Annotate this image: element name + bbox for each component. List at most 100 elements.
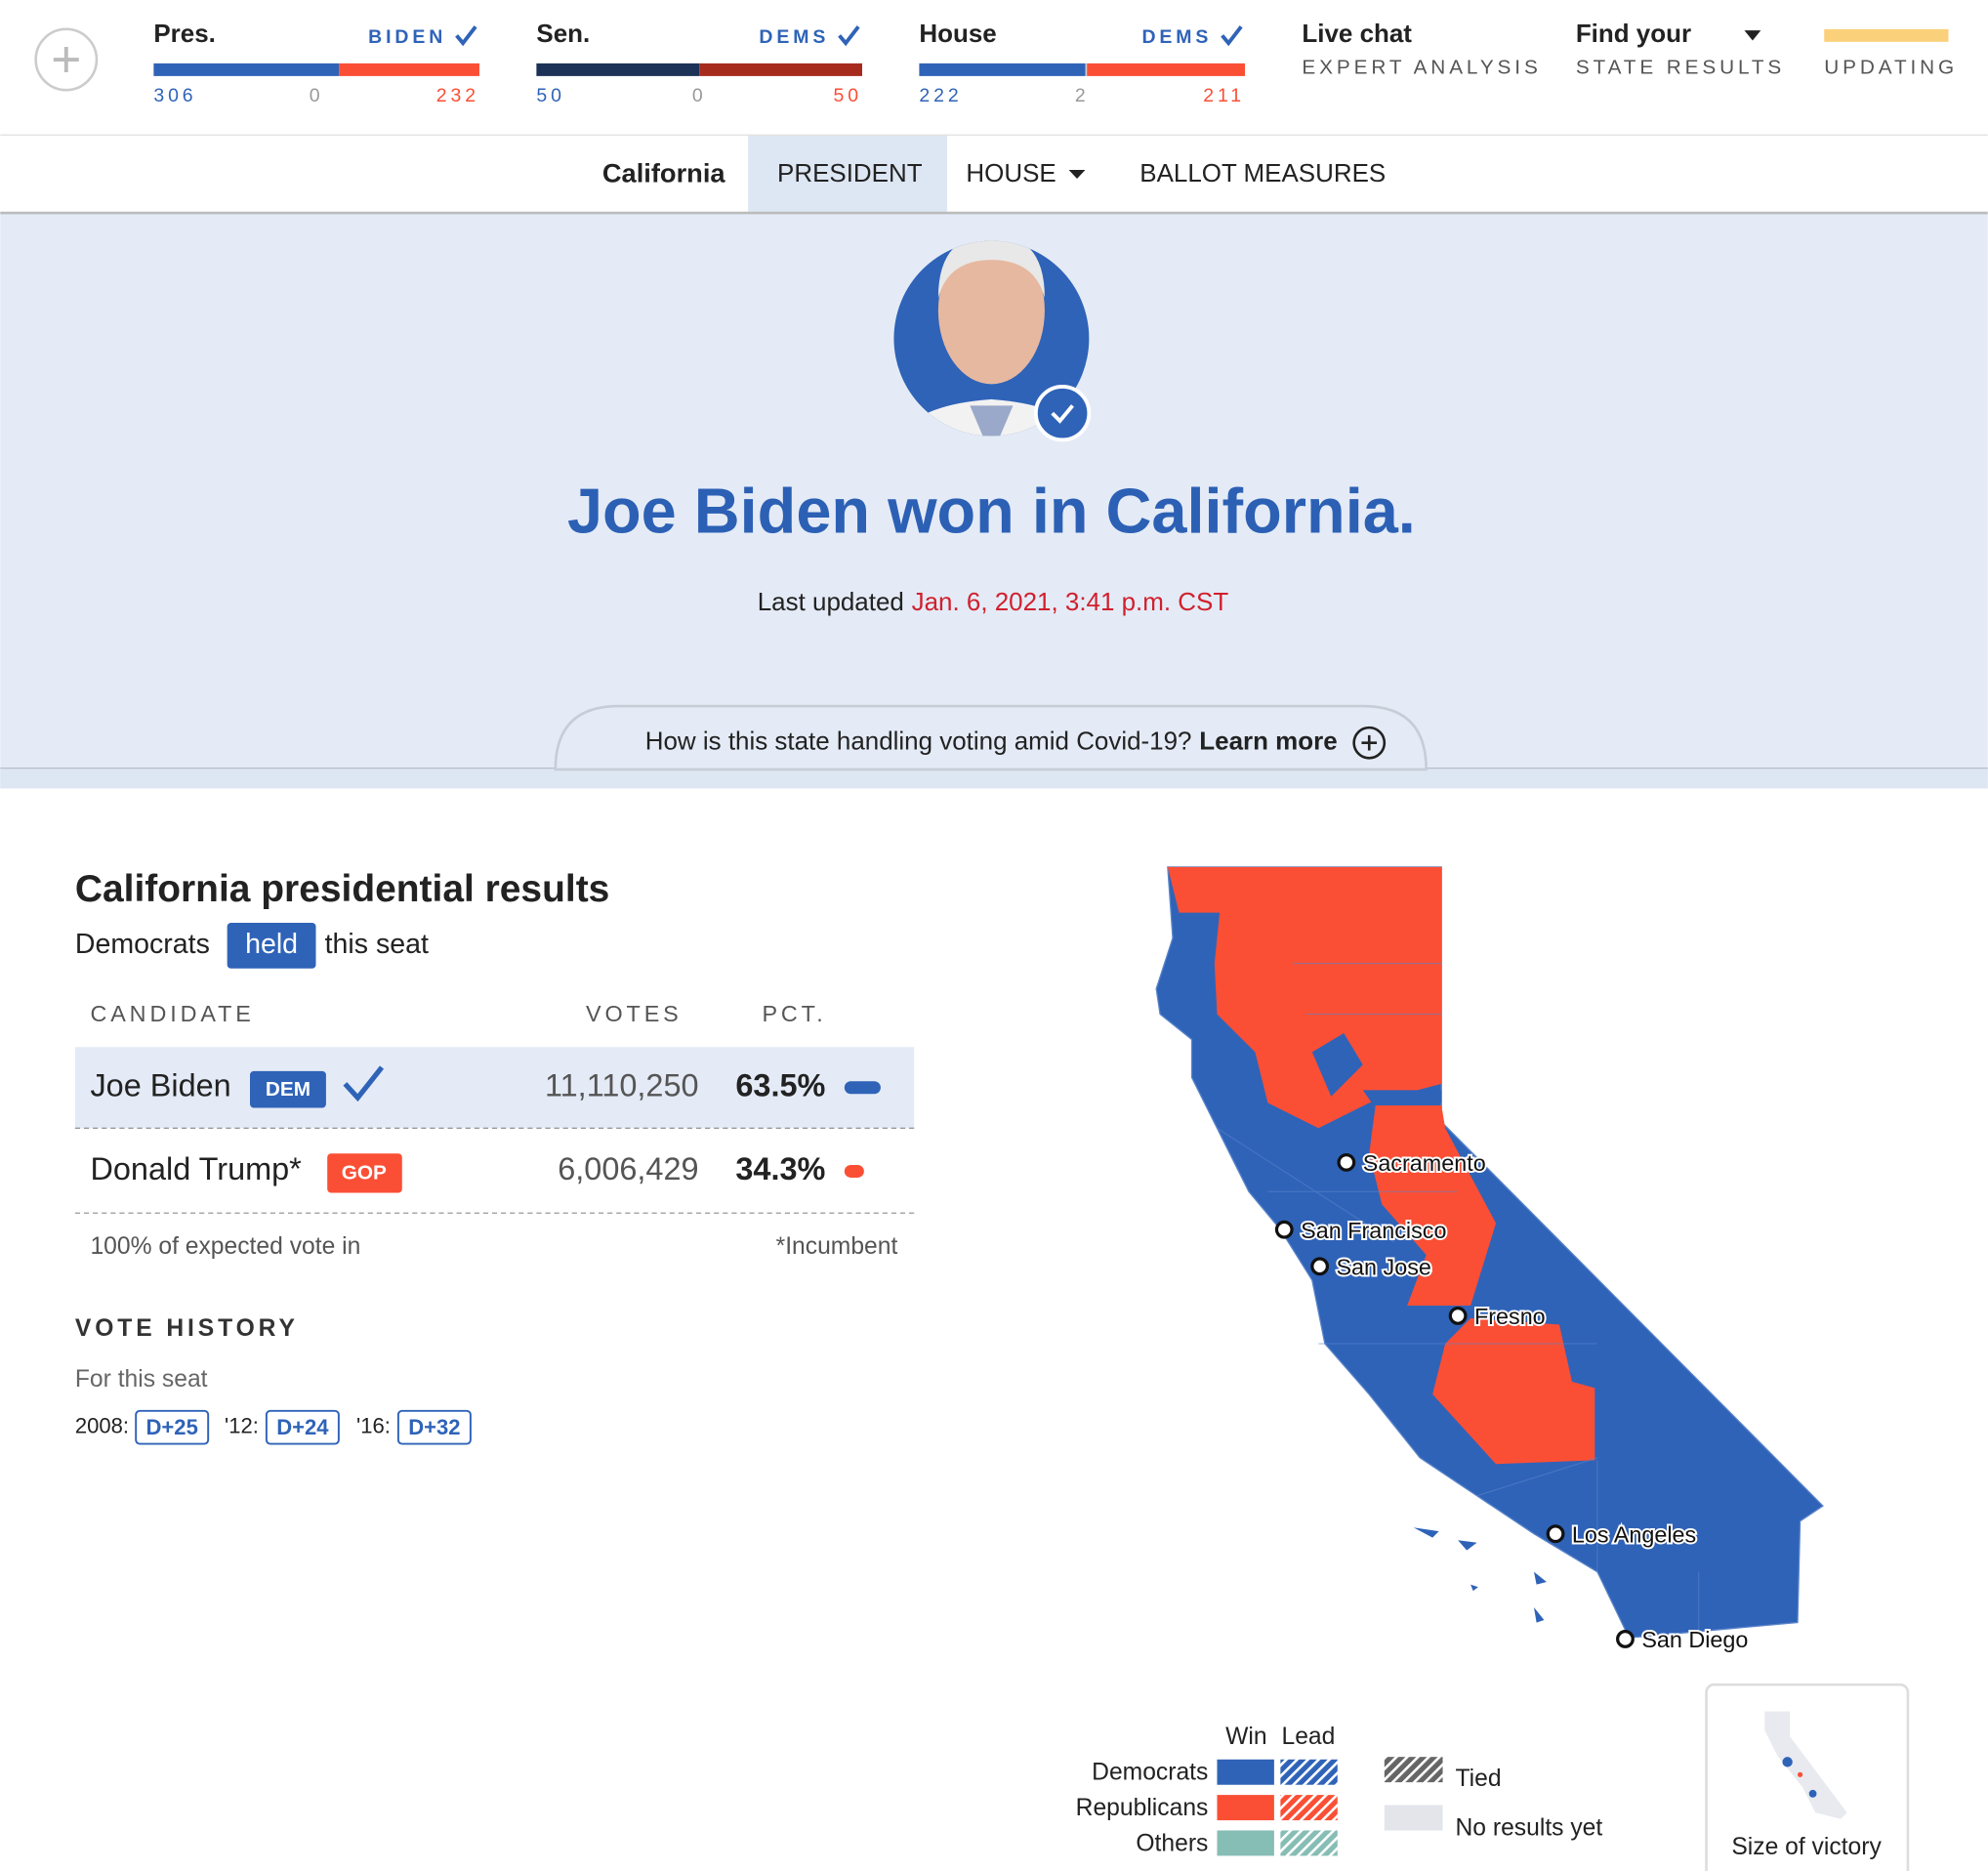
pct: 34.3% — [735, 1151, 825, 1186]
column-header: VOTES — [586, 1001, 683, 1026]
plus-icon — [1361, 734, 1378, 751]
win-swatch — [1217, 1830, 1274, 1856]
scoreboard: Pres. BIDEN 306 0 232 Sen. DEMS 50 0 50 House DEMS 2… — [153, 19, 1246, 106]
party-badge — [250, 1070, 326, 1108]
link-title[interactable]: Find your — [1576, 19, 1691, 48]
margin-box — [265, 1409, 340, 1445]
history-margin: D+24 — [276, 1415, 329, 1439]
seat-count: 232 — [436, 85, 479, 106]
seat-bar — [699, 62, 862, 76]
city-marker — [1337, 1152, 1356, 1172]
seat-bar — [919, 62, 1086, 76]
pct-bar — [844, 1164, 864, 1178]
winner-check — [1221, 25, 1243, 47]
race-label: Pres. — [153, 19, 216, 48]
mini-dot — [1808, 1789, 1817, 1798]
nav-state: California — [602, 157, 726, 187]
seat-count: 50 — [536, 85, 564, 106]
column-header: CANDIDATE — [90, 1001, 254, 1026]
seat-bar — [536, 62, 700, 76]
incumbent-note: *Incumbent — [776, 1233, 898, 1260]
votes: 11,110,250 — [545, 1067, 699, 1102]
seat-count: 2 — [1075, 85, 1090, 106]
history-margin: D+25 — [146, 1415, 198, 1439]
seat-bar — [1085, 62, 1088, 76]
race-winner: DEMS — [759, 26, 829, 48]
covid-question: How is this state handling voting amid C… — [645, 727, 1192, 756]
held-word: held — [245, 929, 298, 960]
covid-tab[interactable] — [554, 704, 1428, 771]
no-results-swatch — [1384, 1805, 1443, 1831]
lead-swatch — [1280, 1795, 1338, 1821]
city-marker — [1274, 1220, 1294, 1239]
party: DEM — [266, 1078, 311, 1101]
learn-more[interactable]: Learn more — [1199, 727, 1337, 756]
city-label: Fresno — [1474, 1304, 1546, 1329]
seat-count: 222 — [919, 85, 962, 106]
history-title: VOTE HISTORY — [75, 1315, 299, 1342]
seat-count: 306 — [153, 85, 196, 106]
held-pill — [227, 923, 316, 969]
candidate-name: Donald Trump* — [90, 1151, 302, 1186]
history-year: '12: — [225, 1413, 259, 1437]
race-label: Sen. — [536, 19, 590, 48]
city-marker — [1616, 1630, 1635, 1648]
legend-header: Lead — [1281, 1724, 1335, 1750]
city-label: San Diego — [1641, 1627, 1748, 1652]
lead-swatch — [1280, 1759, 1338, 1785]
race-winner: BIDEN — [368, 26, 446, 48]
legend-label: Tied — [1456, 1766, 1502, 1792]
status: UPDATING — [1824, 57, 1958, 79]
link-title[interactable]: Live chat — [1302, 19, 1412, 48]
size-of-victory[interactable]: Size of victory — [1731, 1834, 1882, 1860]
legend-label: Democrats — [1092, 1760, 1208, 1786]
dropdown-icon — [1068, 169, 1086, 180]
city-marker — [1310, 1257, 1330, 1276]
history-subtitle: For this seat — [75, 1366, 208, 1393]
nav — [0, 135, 1988, 214]
seat-count: 0 — [692, 85, 707, 106]
pct-bar — [844, 1081, 881, 1095]
link-subtitle[interactable]: EXPERT ANALYSIS — [1302, 57, 1541, 79]
plus-icon — [1352, 726, 1387, 760]
margin-box — [135, 1409, 210, 1445]
candidate-photo — [893, 240, 1092, 442]
column-header: PCT. — [762, 1001, 826, 1026]
history-year: '16: — [356, 1413, 391, 1437]
seat-bar — [339, 62, 479, 76]
winner-check — [455, 25, 477, 47]
nav-tab[interactable]: BALLOT MEASURES — [1139, 158, 1386, 187]
seat-count: 211 — [1203, 85, 1245, 106]
winner-check — [343, 1065, 385, 1102]
legend-label: Others — [1136, 1830, 1208, 1856]
history-margin: D+32 — [408, 1415, 460, 1439]
nav-tab[interactable]: HOUSE — [966, 158, 1056, 187]
pct-bars — [844, 1081, 881, 1178]
tab-band — [0, 768, 1988, 789]
seat-bar — [1087, 62, 1246, 76]
status-bar — [1824, 28, 1949, 42]
legend: Democrats Republicans Others — [1076, 1759, 1338, 1856]
race-winner: DEMS — [1141, 26, 1212, 48]
plus-icon — [53, 47, 79, 72]
city-label: Sacramento — [1363, 1150, 1486, 1176]
nav-tab[interactable]: PRESIDENT — [777, 158, 923, 187]
updated-time: Jan. 6, 2021, 3:41 p.m. CST — [912, 587, 1229, 616]
mini-dot — [1782, 1757, 1793, 1767]
seat-count: 50 — [834, 85, 862, 106]
winner-row-bg — [74, 1047, 915, 1129]
city-label: Los Angeles — [1572, 1521, 1696, 1547]
headline: Joe Biden won in California. — [567, 475, 1416, 546]
link-subtitle[interactable]: STATE RESULTS — [1576, 57, 1785, 79]
city-label: San Francisco — [1301, 1218, 1446, 1243]
active-tab-bg — [748, 135, 947, 214]
legend-header: Win — [1225, 1724, 1266, 1750]
race-label: House — [919, 19, 996, 48]
legend-label: Republicans — [1076, 1795, 1209, 1821]
margin-box — [396, 1409, 472, 1445]
state-map — [1155, 866, 1824, 1639]
win-swatch — [1217, 1795, 1274, 1821]
history-year: 2008: — [75, 1413, 129, 1437]
cities: Sacramento San Francisco San Jose Fresno Los… — [1274, 1148, 1750, 1654]
